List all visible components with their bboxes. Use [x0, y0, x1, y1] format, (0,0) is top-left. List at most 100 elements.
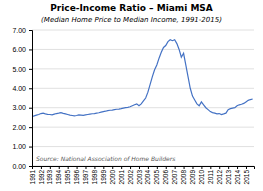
tick-label: 2012 [216, 170, 223, 185]
tick-label: 2002 [127, 170, 134, 185]
x-axis: 1991199219931994199519961997199819992000… [29, 166, 255, 184]
grid-line [32, 127, 254, 128]
tick-label: 2010 [198, 170, 205, 185]
grid-line [32, 146, 254, 147]
tick: 2014 [234, 166, 241, 184]
chart: Price-Income Ratio – Miami MSA (Median Ho… [0, 0, 263, 191]
series [32, 40, 253, 117]
tick: 1996 [73, 166, 80, 184]
tick: 2004 [144, 166, 151, 184]
tick-mark [29, 166, 32, 167]
tick-mark [103, 166, 104, 169]
tick: 2011 [207, 166, 214, 184]
tick: 1995 [64, 166, 71, 184]
tick-label: 2001 [118, 170, 125, 185]
tick-mark [85, 166, 86, 169]
annotation: Source: National Association of Home Bui… [36, 155, 175, 162]
y-axis: 0.00 1.00 2.00 3.00 4.00 5.00 6.00 7.00 [12, 27, 32, 170]
tick-label: 2013 [225, 170, 232, 185]
line [32, 40, 253, 117]
plot: 0.00 1.00 2.00 3.00 4.00 5.00 6.00 7.00 19911992… [12, 27, 254, 185]
tick-mark [68, 166, 69, 169]
tick: 1999 [100, 166, 107, 184]
tick-label: 2004 [144, 170, 151, 185]
tick-label: 1992 [37, 170, 44, 185]
tick-label: 0.00 [12, 163, 26, 170]
tick: 2008 [180, 166, 187, 184]
grid-line [32, 30, 254, 31]
tick: 2010 [198, 166, 205, 184]
tick: 0.00 [12, 163, 32, 170]
tick: 2005 [153, 166, 160, 184]
tick: 2.00 [12, 124, 32, 131]
tick-mark [29, 69, 32, 70]
tick-mark [29, 88, 32, 89]
tick: 2003 [136, 166, 143, 184]
axis-line [29, 31, 33, 167]
tick-label: 6.00 [12, 46, 26, 53]
tick: 3.00 [12, 104, 32, 111]
tick-label: 2.00 [12, 124, 26, 131]
tick-label: 2003 [136, 170, 143, 185]
tick-mark [210, 166, 211, 169]
grid-line [32, 107, 254, 108]
tick: 7.00 [12, 27, 32, 34]
tick: 2006 [162, 166, 169, 184]
tick-mark [184, 166, 185, 169]
tick: 1994 [55, 166, 62, 184]
tick-mark [29, 108, 32, 109]
tick-mark [32, 166, 33, 169]
tick-label: 1991 [29, 170, 36, 185]
subtitle: (Median Home Price to Median Income, 199… [41, 16, 222, 24]
tick: 2002 [127, 166, 134, 184]
tick-mark [59, 166, 60, 169]
tick: 1991 [29, 166, 36, 184]
tick: 1998 [91, 166, 98, 184]
tick-mark [29, 147, 32, 148]
tick-label: 1996 [73, 170, 80, 185]
tick-mark [29, 49, 32, 50]
tick-label: 1994 [55, 170, 62, 185]
tick-mark [246, 166, 247, 169]
tick-label: 2007 [171, 170, 178, 185]
tick-label: 2005 [153, 170, 160, 185]
tick: 2015 [243, 166, 250, 184]
grid-line [32, 68, 254, 69]
tick-label: 2015 [243, 170, 250, 185]
tick: 2013 [225, 166, 232, 184]
tick-label: 2006 [162, 170, 169, 185]
tick: 2012 [216, 166, 223, 184]
tick: 4.00 [12, 85, 32, 92]
tick-label: 1999 [100, 170, 107, 185]
tick-label: 1997 [82, 170, 89, 185]
tick-mark [228, 166, 229, 169]
tick-mark [148, 166, 149, 169]
tick-mark [201, 166, 202, 169]
tick-label: 1993 [46, 170, 53, 185]
tick: 1993 [46, 166, 53, 184]
tick-mark [94, 166, 95, 169]
tick: 2000 [109, 166, 116, 184]
tick: 1.00 [12, 143, 32, 150]
grid-line [32, 49, 254, 50]
tick-mark [50, 166, 51, 169]
tick-mark [192, 166, 193, 169]
tick-label: 2014 [234, 170, 241, 185]
tick-mark [130, 166, 131, 169]
tick-label: 2011 [207, 170, 214, 184]
tick-label: 1995 [64, 170, 71, 185]
tick: 6.00 [12, 46, 32, 53]
tick: 2007 [171, 166, 178, 184]
title: Price-Income Ratio – Miami MSA [50, 3, 213, 13]
tick-mark [139, 166, 140, 169]
tick-mark [166, 166, 167, 169]
grid-line [32, 88, 254, 89]
tick-label: 5.00 [12, 66, 26, 73]
tick-label: 3.00 [12, 104, 26, 111]
tick-label: 1.00 [12, 143, 26, 150]
tick: 2009 [189, 166, 196, 184]
tick-mark [157, 166, 158, 169]
tick: 1997 [82, 166, 89, 184]
tick-label: 2009 [189, 170, 196, 185]
tick-label: 1998 [91, 170, 98, 185]
